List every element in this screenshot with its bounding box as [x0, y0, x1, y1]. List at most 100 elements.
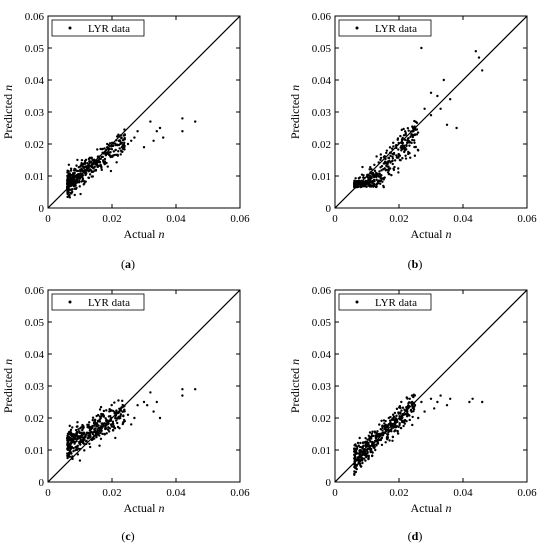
x-tick-label: 0 — [332, 213, 338, 225]
panel-label: (c) — [121, 529, 134, 543]
data-point — [83, 432, 86, 435]
data-point — [66, 443, 69, 447]
data-point — [391, 155, 394, 158]
data-point — [385, 151, 388, 155]
data-point — [118, 147, 121, 150]
data-point — [70, 192, 73, 195]
y-tick-label: 0.05 — [312, 317, 332, 329]
x-axis-label: Actual n — [411, 501, 452, 515]
data-point — [95, 414, 98, 418]
data-point — [403, 130, 407, 133]
data-point — [69, 431, 73, 434]
data-point — [387, 172, 391, 176]
reference-line — [48, 290, 240, 482]
data-point — [121, 138, 125, 142]
data-point — [66, 192, 69, 195]
data-point — [381, 429, 384, 432]
data-point — [397, 171, 400, 174]
data-point — [104, 427, 107, 431]
data-point — [386, 436, 390, 440]
data-point — [397, 412, 400, 415]
data-point — [88, 161, 91, 165]
x-tick-label: 0.06 — [517, 213, 537, 225]
data-point — [385, 149, 389, 152]
data-point — [72, 449, 75, 453]
data-point — [99, 437, 103, 441]
data-point — [375, 155, 378, 158]
data-point — [92, 166, 95, 170]
data-point — [411, 406, 414, 410]
y-axis-label: Predicted n — [1, 85, 15, 139]
data-point — [400, 149, 403, 152]
data-point — [121, 150, 124, 154]
data-point — [354, 177, 357, 180]
data-point — [111, 409, 115, 413]
data-point — [364, 181, 367, 184]
data-point — [90, 157, 93, 160]
data-point — [356, 441, 360, 445]
data-point — [406, 139, 409, 142]
data-point — [78, 442, 81, 445]
data-point — [87, 170, 91, 173]
data-point — [107, 143, 110, 147]
data-point — [80, 158, 84, 162]
data-point — [409, 401, 412, 404]
data-point — [118, 427, 121, 430]
data-point — [68, 193, 71, 197]
data-point — [388, 439, 391, 442]
data-point — [366, 440, 369, 444]
data-point — [84, 180, 87, 183]
scatter-panel-3: 0 0.02 0.04 0.06 0 0.01 0.02 0.03 0.04 0.05 0.06 Ac… — [1, 285, 250, 543]
data-point — [445, 123, 449, 127]
data-point — [77, 179, 81, 183]
data-point — [397, 152, 400, 156]
data-point — [402, 134, 406, 137]
data-point — [91, 175, 95, 178]
data-point — [69, 436, 72, 440]
data-point — [74, 428, 78, 432]
data-point — [88, 445, 92, 449]
data-point — [368, 176, 371, 180]
data-point — [376, 182, 380, 185]
data-point — [386, 433, 390, 436]
scatter-panel-2: 0 0.02 0.04 0.06 0 0.01 0.02 0.03 0.04 0.05 0.06 Ac… — [288, 11, 537, 271]
data-point — [80, 180, 83, 183]
data-point — [367, 456, 370, 460]
data-point — [83, 449, 86, 452]
data-point — [393, 429, 397, 432]
data-point — [417, 416, 420, 420]
data-point — [384, 423, 388, 427]
data-point — [75, 175, 79, 178]
data-point — [402, 127, 405, 131]
data-point — [392, 168, 396, 172]
data-point — [413, 141, 416, 144]
data-point — [406, 397, 409, 400]
data-point — [71, 437, 75, 441]
data-point — [66, 189, 69, 192]
data-point — [353, 183, 356, 186]
data-point — [364, 436, 367, 440]
y-tick-label: 0.05 — [25, 43, 45, 55]
data-point — [413, 133, 417, 136]
data-point — [121, 399, 124, 403]
data-point — [98, 408, 102, 411]
panel-label: (a) — [121, 257, 135, 271]
y-tick-label: 0.04 — [25, 75, 45, 87]
data-point — [91, 416, 95, 419]
data-point — [410, 141, 413, 145]
data-point — [357, 444, 360, 447]
data-point — [374, 171, 378, 175]
data-point — [87, 436, 90, 439]
data-point — [413, 394, 417, 397]
data-point — [126, 413, 130, 416]
data-point — [101, 147, 104, 151]
y-tick-label: 0.01 — [25, 445, 44, 457]
data-point — [82, 436, 85, 439]
data-point — [155, 400, 158, 404]
data-point — [411, 125, 414, 128]
data-point — [399, 159, 402, 162]
data-point — [411, 423, 414, 427]
data-point — [371, 454, 374, 457]
data-point — [96, 428, 99, 431]
data-point — [384, 419, 387, 423]
